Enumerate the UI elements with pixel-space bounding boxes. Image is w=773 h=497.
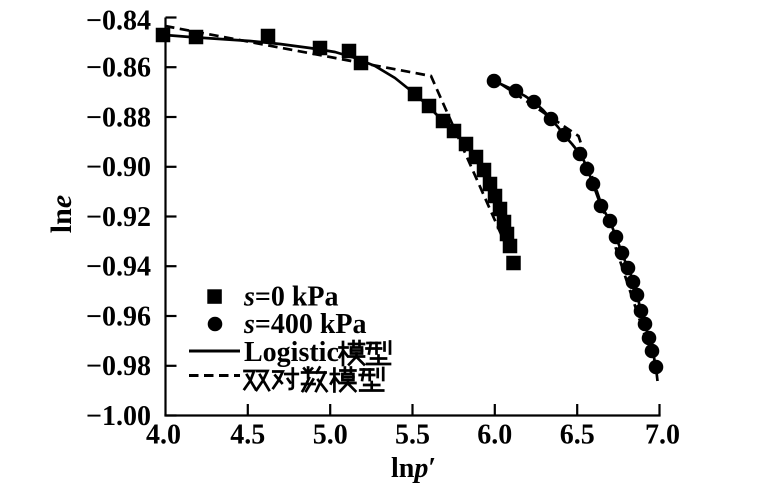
svg-text:s=0 kPa: s=0 kPa <box>243 282 339 313</box>
svg-text:−1.00: −1.00 <box>86 401 151 432</box>
svg-text:−0.96: −0.96 <box>86 301 151 332</box>
svg-text:Logistic: Logistic <box>244 337 339 368</box>
svg-text:5.0: 5.0 <box>313 420 348 451</box>
svg-text:−0.84: −0.84 <box>86 5 151 36</box>
svg-text:6.5: 6.5 <box>560 420 595 451</box>
svg-text:6.0: 6.0 <box>477 420 512 451</box>
svg-text:7.0: 7.0 <box>645 420 680 451</box>
svg-text:−0.86: −0.86 <box>86 53 151 84</box>
svg-text:4.0: 4.0 <box>146 420 181 451</box>
svg-text:s=400 kPa: s=400 kPa <box>243 309 367 340</box>
svg-text:lnp′: lnp′ <box>391 453 436 484</box>
svg-text:−0.88: −0.88 <box>86 102 151 133</box>
svg-text:−0.92: −0.92 <box>86 202 151 233</box>
svg-text:lne: lne <box>45 195 78 233</box>
svg-text:−0.94: −0.94 <box>86 252 151 283</box>
svg-text:5.5: 5.5 <box>395 420 430 451</box>
svg-text:−0.98: −0.98 <box>86 351 151 382</box>
svg-text:−0.90: −0.90 <box>86 152 151 183</box>
svg-text:4.5: 4.5 <box>230 420 265 451</box>
